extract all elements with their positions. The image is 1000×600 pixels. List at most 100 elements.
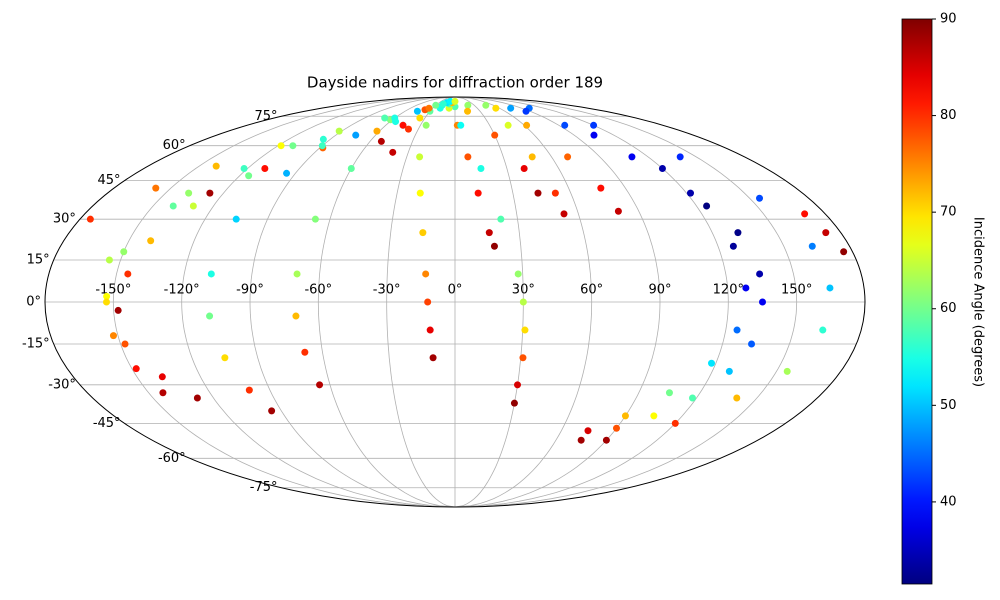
track-point <box>158 373 166 381</box>
y-tick-label: -60° <box>158 451 186 466</box>
track-point <box>510 399 518 407</box>
track-point <box>725 367 733 375</box>
track-point <box>808 242 816 250</box>
track-point <box>311 215 319 223</box>
track-point <box>425 104 433 112</box>
track-point <box>676 153 684 161</box>
track-point <box>507 104 515 112</box>
track-point <box>756 194 764 202</box>
track-point <box>519 298 527 306</box>
track-point <box>103 298 110 306</box>
track-point <box>703 202 711 210</box>
x-tick-label: 0° <box>448 283 463 298</box>
track-point <box>577 436 585 444</box>
track-point <box>221 354 229 362</box>
track-point <box>416 114 424 122</box>
track-point <box>419 229 427 237</box>
track-point <box>521 326 529 334</box>
track-point <box>159 389 167 397</box>
track-point <box>109 332 117 340</box>
chart-title: Dayside nadirs for diffraction order 189 <box>307 74 603 92</box>
track-point <box>426 326 434 334</box>
colorbar <box>901 18 933 585</box>
track-point <box>185 189 193 197</box>
colorbar-tick-label: 90 <box>940 12 957 27</box>
track-point <box>523 121 531 129</box>
track-point <box>289 142 297 150</box>
track-point <box>602 436 610 444</box>
track-point <box>381 114 389 122</box>
x-tick-label: -90° <box>236 283 264 298</box>
track-point <box>389 148 397 156</box>
colorbar-tick-label: 50 <box>940 398 957 413</box>
track-point <box>132 365 140 373</box>
track-point <box>528 153 536 161</box>
y-tick-label: 45° <box>98 173 121 188</box>
track-point <box>416 153 424 161</box>
track-point <box>114 306 122 314</box>
track-point <box>169 202 177 210</box>
track-point <box>147 237 155 245</box>
track-point <box>748 340 756 348</box>
track-point <box>464 107 472 115</box>
track-point <box>373 127 381 135</box>
track-point <box>292 312 300 320</box>
track-point <box>404 125 412 133</box>
track-point <box>514 270 522 278</box>
track-point <box>783 367 791 375</box>
track-point <box>318 142 326 150</box>
track-point <box>504 121 512 129</box>
track-point <box>560 210 568 218</box>
y-tick-label: -30° <box>48 377 76 392</box>
x-tick-label: 120° <box>713 283 744 298</box>
track-point <box>413 107 421 115</box>
y-tick-label: 15° <box>27 253 50 268</box>
track-point <box>822 229 830 237</box>
track-point <box>514 381 522 389</box>
track-point <box>240 165 248 173</box>
colorbar-tick-label: 70 <box>940 205 957 220</box>
y-tick-label: 0° <box>26 295 41 310</box>
track-point <box>658 165 666 173</box>
track-point <box>490 242 498 250</box>
track-point <box>193 394 201 402</box>
track-point <box>729 242 737 250</box>
track-point <box>189 202 197 210</box>
track-point <box>612 424 620 432</box>
track-point <box>734 229 742 237</box>
track-point <box>464 153 472 161</box>
track-point <box>152 184 160 192</box>
map-outline <box>44 96 866 508</box>
track-point <box>522 107 530 115</box>
track-point <box>671 419 679 427</box>
track-point <box>497 215 505 223</box>
track-point <box>590 121 598 129</box>
track-point <box>614 207 622 215</box>
y-tick-label: 30° <box>53 212 76 227</box>
track-point <box>232 215 240 223</box>
track-point <box>392 118 400 126</box>
track-point <box>621 412 629 420</box>
y-tick-label: -45° <box>93 416 121 431</box>
x-tick-label: -60° <box>304 283 332 298</box>
track-point <box>590 131 598 139</box>
track-point <box>301 348 309 356</box>
colorbar-tick-label: 40 <box>940 494 957 509</box>
track-point <box>120 248 128 256</box>
track-point <box>316 381 324 389</box>
track-point <box>86 215 94 223</box>
x-tick-label: 60° <box>580 283 603 298</box>
track-point <box>840 248 848 256</box>
x-tick-label: -120° <box>164 283 200 298</box>
x-tick-label: -30° <box>373 283 401 298</box>
track-point <box>245 172 253 180</box>
track-point <box>477 165 485 173</box>
track-point <box>551 189 559 197</box>
track-point <box>491 131 499 139</box>
track-point <box>708 359 716 367</box>
track-point <box>628 153 636 161</box>
track-point <box>424 298 432 306</box>
track-point <box>485 229 493 237</box>
track-point <box>742 284 750 292</box>
